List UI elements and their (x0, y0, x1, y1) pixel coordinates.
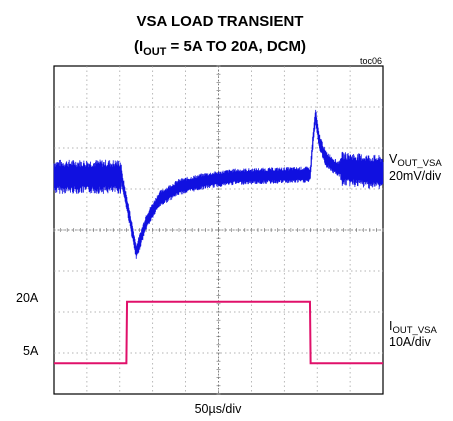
iout-trace (54, 300, 383, 365)
vout-trace (53, 109, 384, 259)
chart-subtitle: (IOUT = 5A TO 20A, DCM) (134, 38, 306, 58)
vout-channel-label: VOUT_VSA (389, 152, 442, 169)
scope-traces (53, 109, 384, 365)
level-label-5a: 5A (23, 344, 39, 358)
iout-channel-label: IOUT_VSA (389, 319, 437, 336)
x-axis-scale-label: 50µs/div (195, 402, 243, 416)
scope-grid (53, 65, 384, 395)
figure-id: toc06 (360, 56, 382, 66)
iout-scale-label: 10A/div (389, 335, 431, 349)
vout-scale-label: 20mV/div (389, 169, 442, 183)
chart-title: VSA LOAD TRANSIENT (137, 13, 304, 30)
level-label-20a: 20A (16, 291, 39, 305)
